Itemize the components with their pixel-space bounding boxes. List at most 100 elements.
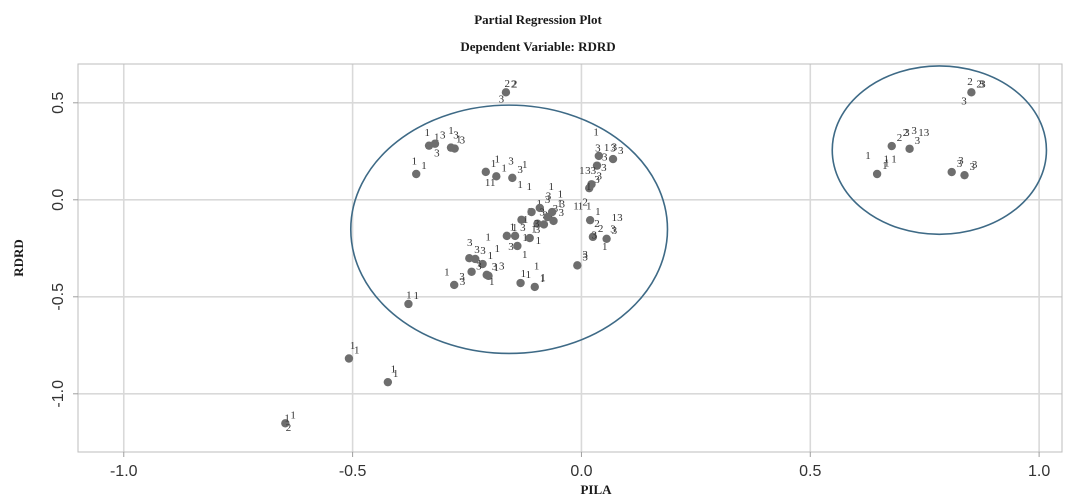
- point-label: 1: [290, 409, 296, 421]
- point-annotation: 1: [494, 243, 500, 255]
- point-annotation: 1: [521, 268, 527, 280]
- point-label: 1: [522, 232, 528, 244]
- plot-area-frame: [77, 63, 1063, 453]
- scatter-point: [887, 141, 896, 151]
- scatter-point: [412, 169, 421, 179]
- scatter-point: [905, 144, 914, 153]
- point-label: 3: [559, 207, 565, 219]
- scatter-point: [585, 215, 595, 225]
- data-points: 1111113133313131112133111311331313331323…: [281, 78, 982, 428]
- scatter-point: [872, 169, 882, 179]
- point-label: 3: [492, 261, 498, 273]
- point-annotation: 1: [485, 231, 491, 243]
- point-annotation: 3: [467, 237, 473, 249]
- point-annotation: 1: [489, 276, 495, 288]
- point-label: 3: [602, 152, 608, 164]
- x-tick-label: 1.0: [1028, 463, 1050, 480]
- point-label: 3: [915, 135, 921, 147]
- point-annotation: 3: [612, 142, 618, 154]
- scatter-point: [510, 231, 520, 241]
- scatter-point: [960, 170, 969, 180]
- point-label: 1: [540, 273, 546, 285]
- scatter-point: [484, 271, 493, 281]
- point-annotation: 1: [391, 363, 397, 375]
- scatter-point: [592, 161, 602, 170]
- point-annotation: 3: [601, 162, 607, 174]
- point-annotation: 1: [527, 181, 533, 193]
- point-annotation: 3: [595, 142, 601, 154]
- point-annotation: 3: [499, 260, 505, 272]
- point-annotation: 3: [539, 207, 545, 219]
- point-annotation: 1: [865, 150, 871, 162]
- point-annotation: 3: [592, 230, 598, 242]
- scatter-point: [525, 233, 534, 243]
- scatter-point: [450, 144, 459, 153]
- point-annotation: 1: [573, 200, 579, 212]
- point-annotation: 13: [918, 127, 930, 139]
- point-annotation: 1: [522, 159, 528, 171]
- point-label: 2: [598, 223, 604, 235]
- scatter-point: [527, 207, 536, 217]
- point-label: 3: [594, 174, 600, 186]
- point-annotation: 1: [412, 155, 418, 167]
- scatter-point: [549, 216, 558, 226]
- point-annotation: 3: [559, 198, 565, 210]
- scatter-point: [478, 259, 487, 269]
- scatter-point: [588, 232, 598, 242]
- point-annotation: 1: [510, 221, 516, 233]
- point-annotation: 3: [582, 249, 588, 261]
- point-annotation: 2: [967, 76, 973, 88]
- point-annotation: 3: [453, 129, 459, 141]
- scatter-point: [492, 172, 501, 181]
- point-annotation: 1: [586, 181, 592, 193]
- point-label: 3: [553, 203, 559, 215]
- point-annotation: 3: [972, 159, 978, 171]
- scatter-point: [516, 278, 525, 288]
- point-annotation: 1: [579, 165, 585, 177]
- scatter-point: [967, 88, 976, 97]
- point-label: 1: [557, 198, 563, 210]
- gridlines: [78, 64, 1062, 452]
- point-annotation: 2: [512, 79, 518, 91]
- scatter-point: [513, 241, 522, 251]
- point-label: 1: [494, 262, 500, 274]
- point-label: 3: [957, 158, 963, 170]
- y-tick-label: 0.5: [50, 92, 67, 114]
- scatter-point: [404, 299, 413, 309]
- scatter-point: [467, 267, 476, 276]
- point-label: 3: [618, 145, 624, 157]
- y-tick-label: 0.0: [50, 189, 67, 211]
- point-annotation: 33: [585, 165, 597, 177]
- point-label: 3: [480, 245, 486, 257]
- point-label: 3: [459, 271, 465, 283]
- point-annotation: 3: [904, 127, 910, 139]
- chart-subtitle: Dependent Variable: RDRD: [460, 39, 615, 54]
- point-annotation: 13: [612, 212, 624, 224]
- scatter-point: [533, 219, 542, 228]
- x-tick-label: -0.5: [339, 463, 367, 480]
- point-annotation: 1: [586, 200, 592, 212]
- point-annotation: 1: [424, 127, 430, 139]
- point-label: 3: [440, 130, 446, 142]
- scatter-point: [608, 154, 618, 164]
- scatter-point: [539, 220, 549, 229]
- point-label: 1: [488, 250, 494, 262]
- point-annotation: 1: [522, 249, 528, 261]
- point-annotation: 3: [508, 241, 514, 253]
- point-annotation: 2: [286, 422, 292, 434]
- point-label: 1: [604, 142, 610, 154]
- point-annotation: 2: [594, 218, 600, 230]
- point-label: 1: [512, 222, 518, 234]
- point-annotation: 3: [979, 79, 985, 91]
- point-annotation: 1: [284, 412, 290, 424]
- point-label: 3: [582, 251, 588, 263]
- cluster-ellipse: [349, 104, 669, 355]
- point-annotation: 1: [531, 224, 537, 236]
- point-label: 1: [434, 132, 440, 144]
- point-annotation: 1: [884, 154, 890, 166]
- point-label: 1: [526, 269, 532, 281]
- scatter-point: [547, 207, 557, 217]
- point-annotation: 3: [460, 276, 466, 288]
- point-annotation: 1: [523, 214, 529, 226]
